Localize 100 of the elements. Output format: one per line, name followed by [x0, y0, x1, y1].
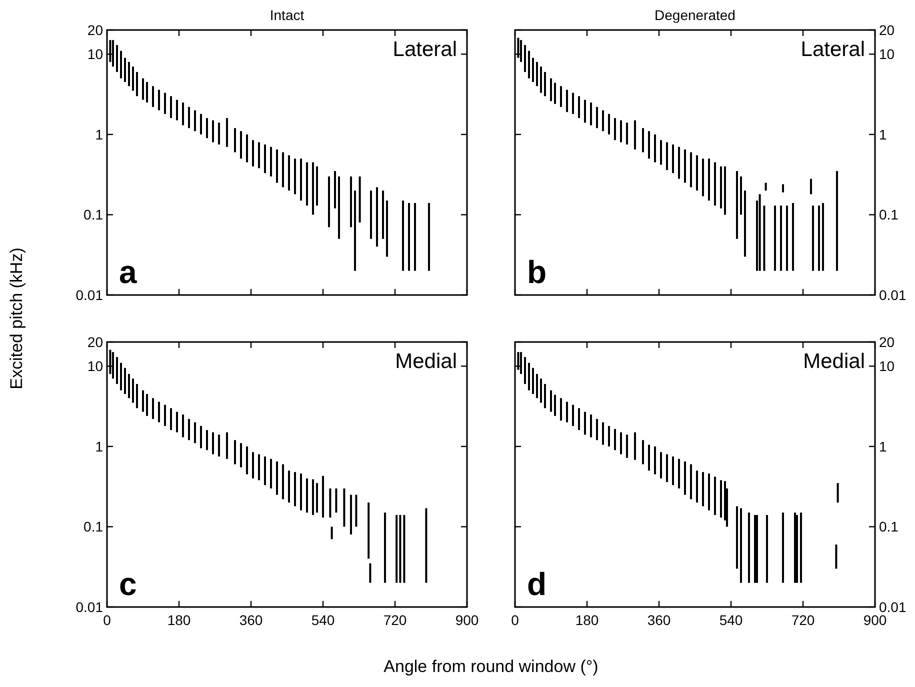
bar [132, 66, 134, 91]
bar [634, 120, 636, 150]
bar [708, 474, 710, 510]
bar [200, 426, 202, 448]
bar [158, 402, 160, 422]
bar [702, 472, 704, 506]
bar [800, 512, 802, 583]
bar [182, 414, 184, 438]
x-tick-label: 360 [239, 612, 263, 628]
bar [316, 483, 318, 513]
bar [566, 402, 568, 422]
bar [794, 512, 796, 583]
bar [754, 514, 756, 583]
bar [550, 390, 552, 412]
bar [812, 206, 814, 271]
bar [402, 200, 404, 271]
y2-tick-label: 0.01 [879, 286, 906, 303]
bar [528, 362, 530, 390]
bar [312, 479, 314, 515]
bar [608, 114, 610, 134]
bar [836, 483, 839, 503]
bar [572, 92, 574, 114]
bar [614, 118, 616, 140]
bar [176, 412, 178, 432]
bar [164, 92, 166, 114]
bar [654, 446, 656, 474]
bar [334, 171, 336, 208]
annotation: Lateral [800, 38, 865, 61]
x-tick-label: 180 [575, 612, 599, 628]
bar [774, 206, 776, 271]
bar [218, 434, 220, 456]
bar [270, 458, 272, 488]
bar [566, 90, 568, 112]
y2-tick-label: 10 [879, 46, 895, 62]
bar [338, 176, 340, 239]
y2-tick-label: 0.1 [879, 206, 899, 223]
bar [544, 384, 546, 408]
bar [120, 362, 122, 390]
bar [836, 171, 838, 271]
bar [620, 432, 622, 454]
bar [276, 461, 278, 495]
bar [654, 134, 656, 162]
bar [188, 106, 190, 128]
bar [164, 404, 166, 426]
annotation: b [527, 254, 547, 290]
bar [312, 162, 314, 215]
bar [528, 50, 530, 78]
bar [614, 428, 616, 450]
bar [740, 508, 742, 583]
annotation: Medial [395, 350, 457, 373]
bar [370, 190, 372, 239]
bar [708, 158, 710, 201]
bar [182, 102, 184, 126]
bar [158, 90, 160, 110]
x-tick-label: 720 [791, 612, 815, 628]
bar [672, 144, 674, 174]
bar [206, 118, 208, 138]
annotation: Lateral [392, 38, 457, 61]
bar [116, 45, 118, 72]
annotation: Medial [803, 350, 865, 373]
bar [120, 50, 122, 78]
y-tick-label: 20 [87, 22, 104, 38]
bar [270, 146, 272, 176]
x-axis-title: Angle from round window (°) [384, 657, 598, 676]
bar [264, 144, 266, 174]
bar [766, 514, 768, 583]
bar [782, 184, 784, 192]
bar [524, 45, 526, 72]
y-tick-label: 0.01 [76, 598, 104, 615]
bar [818, 206, 820, 271]
y2-tick-label: 20 [879, 22, 895, 38]
bar [642, 440, 644, 464]
bar [584, 100, 586, 123]
bar [240, 443, 242, 468]
x-tick-label: 540 [719, 612, 743, 628]
bar [540, 66, 542, 93]
y-tick-label: 10 [87, 46, 104, 62]
bar [714, 476, 716, 515]
bar [626, 434, 628, 458]
bar [335, 488, 338, 513]
y-axis-title: Excited pitch (kHz) [7, 248, 26, 390]
bar [288, 470, 290, 503]
bar [384, 512, 386, 583]
bar [264, 456, 266, 486]
bar [128, 374, 130, 398]
bar [780, 206, 782, 271]
bar [536, 374, 538, 398]
bar [252, 452, 254, 478]
bar [714, 162, 716, 206]
bar [124, 58, 126, 82]
bar [544, 72, 546, 96]
bar [634, 432, 636, 460]
bar [403, 514, 406, 583]
bar [596, 418, 598, 440]
bar [648, 444, 650, 471]
bar [590, 102, 592, 126]
y2-tick-label: 20 [879, 334, 895, 350]
bar [276, 149, 278, 183]
bar [660, 140, 662, 165]
bar [128, 62, 130, 86]
